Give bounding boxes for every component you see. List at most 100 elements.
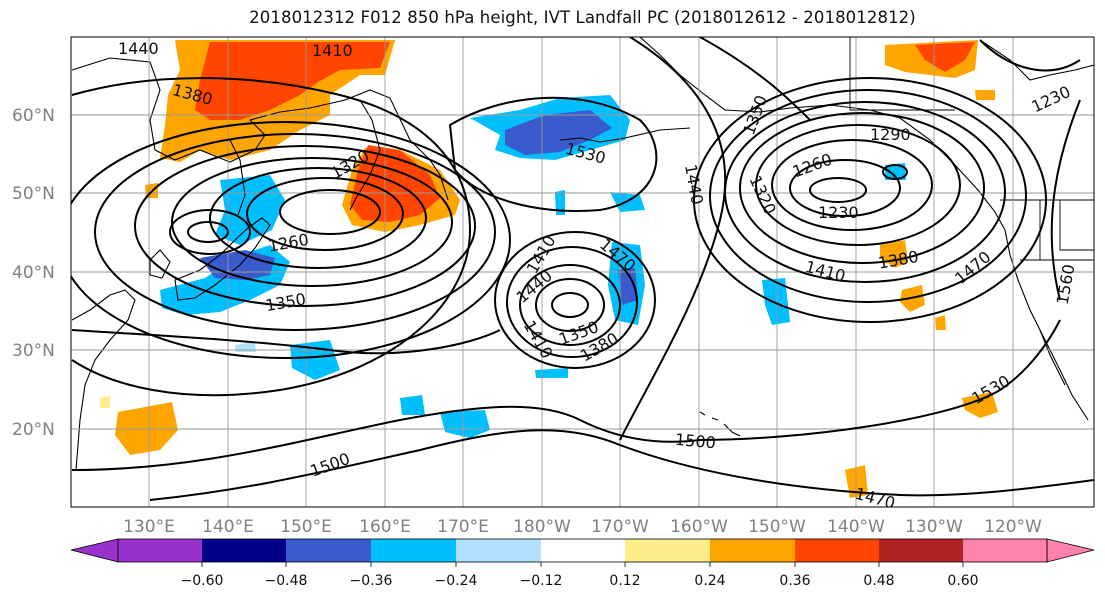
contour-label: 1500	[674, 430, 716, 452]
contour-clow-3	[519, 264, 621, 346]
contour-elow-sub	[882, 164, 908, 180]
contour-elow-3	[771, 139, 933, 231]
lon-label: 140°E	[202, 517, 254, 537]
lat-label: 20°N	[12, 420, 55, 440]
colorbar-tick-label: −0.48	[265, 573, 308, 589]
contour-clow-2	[535, 278, 605, 332]
lon-label: 170°W	[591, 517, 649, 537]
lon-label: 130°E	[123, 517, 175, 537]
contour-wlow-2	[246, 177, 404, 251]
lon-label: 140°W	[827, 517, 885, 537]
contour-ridge-5	[1050, 99, 1081, 301]
coast-aleutians	[559, 127, 691, 143]
latitude-labels: 60°N 50°N 40°N 30°N 20°N	[12, 106, 55, 440]
contour-wlow-6	[94, 133, 496, 331]
lon-label: 160°W	[670, 517, 728, 537]
coast-canada	[979, 39, 1094, 81]
contour-sub-1500	[71, 319, 1061, 471]
contour-wlow-4	[171, 157, 453, 287]
colorbar-tick-label: −0.36	[350, 573, 393, 589]
colorbar-segment	[118, 539, 202, 562]
map-panel: 1440 1410 1380 1350 1260 1320 1230 1410 …	[71, 37, 1094, 507]
ivt-neg-subtrop-4	[535, 368, 568, 378]
colorbar-segment	[963, 539, 1047, 562]
colorbar-ticks	[201, 562, 964, 567]
contour-sub-1530	[71, 329, 501, 355]
lon-label: 120°W	[984, 517, 1042, 537]
lat-label: 60°N	[12, 106, 55, 126]
colorbar-segment	[710, 539, 795, 562]
contour-elow-2	[789, 159, 901, 217]
contour-wlow-sub2	[169, 209, 251, 255]
contour-ridge-1	[448, 96, 658, 212]
colorbar-segment	[879, 539, 963, 562]
ivt-negative-shading	[160, 95, 906, 438]
ivt-neg-kuril-outer	[215, 175, 285, 245]
colorbar-segment	[795, 539, 879, 562]
colorbar-tick-label: 0.48	[863, 573, 894, 589]
colorbar-tick-label: 0.36	[779, 573, 810, 589]
contour-elow-8	[693, 77, 1047, 323]
colorbar-max-extension	[1046, 538, 1095, 563]
colorbar-tick-label: 0.12	[609, 573, 640, 589]
ivt-neg-small-5	[235, 342, 256, 352]
ivt-positive-shading	[100, 40, 998, 498]
coast-hawaii	[699, 411, 741, 437]
colorbar-min-extension	[70, 538, 119, 563]
contour-wlow-3	[209, 167, 427, 269]
ivt-neg-subtrop-3	[440, 410, 490, 438]
lon-label: 130°W	[905, 517, 963, 537]
contour-elow-4	[755, 124, 961, 246]
ivt-pos-mx-patch	[845, 465, 868, 498]
contour-label: 1290	[870, 125, 911, 144]
contour-wlow-sub	[187, 221, 229, 243]
colorbar-segment	[625, 539, 710, 562]
colorbar-tick-label: −0.12	[520, 573, 563, 589]
ivt-pos-small-4	[100, 396, 110, 408]
colorbar-tick-label: 0.60	[947, 573, 978, 589]
lon-label: 170°E	[437, 517, 489, 537]
ivt-neg-central-inner	[618, 268, 638, 305]
contour-elow-1	[809, 177, 867, 203]
ivt-pos-small-3	[975, 90, 995, 100]
colorbar-tick-label: 0.24	[694, 573, 725, 589]
colorbar-segment	[202, 539, 286, 562]
contour-label: 1410	[312, 41, 353, 60]
coast-asia-east	[71, 289, 136, 471]
contour-ridge-3	[699, 37, 811, 121]
contour-label: 1230	[818, 203, 859, 222]
coast-kamchatka	[349, 99, 381, 211]
ivt-pos-siberia-inner	[195, 42, 390, 120]
coast-baja	[1039, 329, 1066, 386]
contour-wlow-1	[279, 189, 381, 235]
contour-clow-4	[506, 246, 638, 358]
contour-ridge-2	[619, 37, 727, 441]
ivt-neg-japan-inner	[200, 250, 275, 280]
ivt-pos-ca-patch	[962, 392, 998, 418]
ivt-pos-ryukyu-outer	[115, 402, 178, 455]
colorbar-frame	[117, 538, 1048, 563]
ivt-pos-alaska-inner	[915, 42, 975, 72]
contour-clow-5	[494, 231, 656, 369]
contour-ridge-4	[979, 39, 1081, 72]
coast-na-west	[1004, 229, 1089, 421]
contour-clow-1	[551, 292, 589, 318]
coast-korea	[149, 249, 171, 279]
ivt-neg-east-small	[762, 278, 790, 325]
colorbar-segment	[541, 539, 625, 562]
lon-label: 150°W	[748, 517, 806, 537]
map-frame	[70, 36, 1095, 508]
colorbar-segment	[371, 539, 456, 562]
ivt-neg-subtrop-2	[400, 395, 425, 415]
contour-wlow-7	[71, 121, 511, 359]
coast-sakhalin	[229, 139, 246, 216]
contour-elow-7	[709, 89, 1027, 303]
colorbar: −0.60 −0.48 −0.36 −0.24 −0.12 0.12 0.24 …	[70, 538, 1095, 589]
lon-label: 150°E	[280, 517, 332, 537]
colorbar-tick-label: −0.24	[435, 573, 478, 589]
lat-label: 40°N	[12, 263, 55, 283]
ivt-pos-small-2	[935, 315, 946, 330]
contour-elow-5	[739, 112, 985, 264]
lon-label: 160°E	[359, 517, 411, 537]
